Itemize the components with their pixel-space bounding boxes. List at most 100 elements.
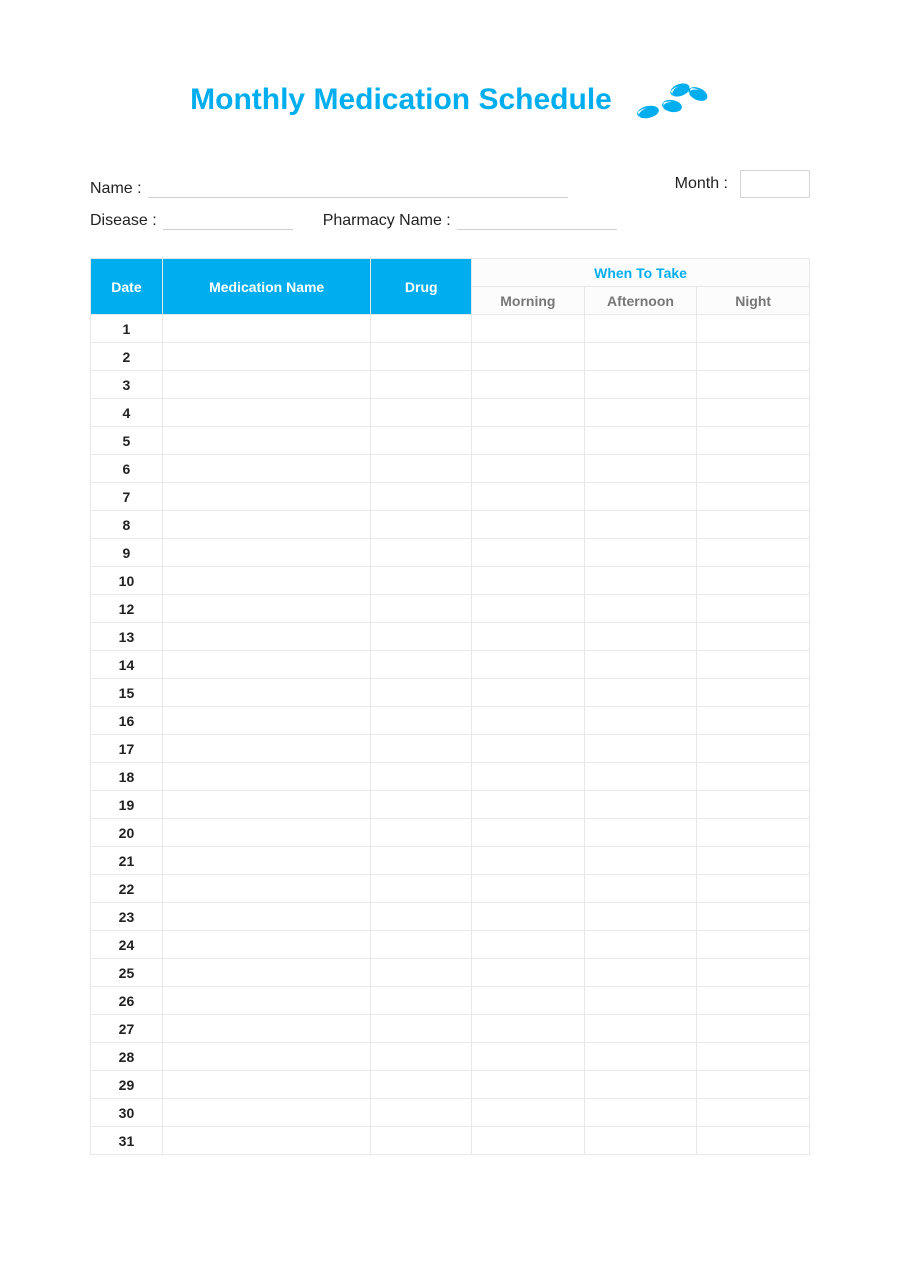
empty-cell[interactable]: [697, 343, 810, 371]
empty-cell[interactable]: [697, 1099, 810, 1127]
empty-cell[interactable]: [472, 511, 585, 539]
empty-cell[interactable]: [697, 315, 810, 343]
empty-cell[interactable]: [162, 1099, 371, 1127]
empty-cell[interactable]: [162, 343, 371, 371]
empty-cell[interactable]: [584, 931, 697, 959]
empty-cell[interactable]: [472, 455, 585, 483]
empty-cell[interactable]: [371, 1127, 472, 1155]
empty-cell[interactable]: [697, 539, 810, 567]
empty-cell[interactable]: [162, 1043, 371, 1071]
empty-cell[interactable]: [162, 623, 371, 651]
empty-cell[interactable]: [371, 343, 472, 371]
empty-cell[interactable]: [584, 427, 697, 455]
empty-cell[interactable]: [697, 427, 810, 455]
empty-cell[interactable]: [472, 567, 585, 595]
empty-cell[interactable]: [162, 651, 371, 679]
empty-cell[interactable]: [472, 987, 585, 1015]
empty-cell[interactable]: [472, 819, 585, 847]
empty-cell[interactable]: [697, 595, 810, 623]
empty-cell[interactable]: [371, 399, 472, 427]
empty-cell[interactable]: [697, 1127, 810, 1155]
empty-cell[interactable]: [162, 455, 371, 483]
empty-cell[interactable]: [371, 959, 472, 987]
empty-cell[interactable]: [584, 1071, 697, 1099]
empty-cell[interactable]: [584, 735, 697, 763]
empty-cell[interactable]: [472, 1071, 585, 1099]
empty-cell[interactable]: [697, 1071, 810, 1099]
empty-cell[interactable]: [371, 707, 472, 735]
empty-cell[interactable]: [472, 707, 585, 735]
empty-cell[interactable]: [697, 819, 810, 847]
empty-cell[interactable]: [584, 623, 697, 651]
empty-cell[interactable]: [162, 399, 371, 427]
empty-cell[interactable]: [162, 315, 371, 343]
empty-cell[interactable]: [371, 819, 472, 847]
empty-cell[interactable]: [472, 1099, 585, 1127]
empty-cell[interactable]: [584, 371, 697, 399]
empty-cell[interactable]: [584, 483, 697, 511]
empty-cell[interactable]: [371, 791, 472, 819]
empty-cell[interactable]: [371, 1071, 472, 1099]
empty-cell[interactable]: [697, 371, 810, 399]
empty-cell[interactable]: [162, 707, 371, 735]
empty-cell[interactable]: [371, 511, 472, 539]
empty-cell[interactable]: [162, 427, 371, 455]
empty-cell[interactable]: [162, 903, 371, 931]
empty-cell[interactable]: [472, 959, 585, 987]
empty-cell[interactable]: [371, 763, 472, 791]
empty-cell[interactable]: [697, 567, 810, 595]
empty-cell[interactable]: [371, 735, 472, 763]
empty-cell[interactable]: [584, 539, 697, 567]
empty-cell[interactable]: [697, 735, 810, 763]
empty-cell[interactable]: [371, 903, 472, 931]
empty-cell[interactable]: [584, 511, 697, 539]
pharmacy-input-line[interactable]: [457, 210, 617, 230]
empty-cell[interactable]: [371, 539, 472, 567]
empty-cell[interactable]: [697, 1043, 810, 1071]
empty-cell[interactable]: [697, 651, 810, 679]
empty-cell[interactable]: [162, 1071, 371, 1099]
empty-cell[interactable]: [697, 707, 810, 735]
empty-cell[interactable]: [584, 707, 697, 735]
empty-cell[interactable]: [162, 511, 371, 539]
empty-cell[interactable]: [697, 399, 810, 427]
empty-cell[interactable]: [472, 315, 585, 343]
empty-cell[interactable]: [584, 987, 697, 1015]
empty-cell[interactable]: [162, 1015, 371, 1043]
empty-cell[interactable]: [697, 959, 810, 987]
empty-cell[interactable]: [371, 623, 472, 651]
empty-cell[interactable]: [371, 1015, 472, 1043]
empty-cell[interactable]: [472, 595, 585, 623]
empty-cell[interactable]: [472, 903, 585, 931]
empty-cell[interactable]: [162, 567, 371, 595]
empty-cell[interactable]: [162, 595, 371, 623]
empty-cell[interactable]: [371, 931, 472, 959]
empty-cell[interactable]: [162, 959, 371, 987]
empty-cell[interactable]: [584, 595, 697, 623]
empty-cell[interactable]: [697, 623, 810, 651]
empty-cell[interactable]: [697, 679, 810, 707]
empty-cell[interactable]: [584, 679, 697, 707]
empty-cell[interactable]: [472, 623, 585, 651]
disease-input-line[interactable]: [163, 210, 293, 230]
empty-cell[interactable]: [584, 1043, 697, 1071]
empty-cell[interactable]: [584, 1015, 697, 1043]
empty-cell[interactable]: [584, 959, 697, 987]
empty-cell[interactable]: [472, 343, 585, 371]
empty-cell[interactable]: [697, 931, 810, 959]
empty-cell[interactable]: [371, 427, 472, 455]
empty-cell[interactable]: [472, 875, 585, 903]
empty-cell[interactable]: [472, 1127, 585, 1155]
empty-cell[interactable]: [371, 1043, 472, 1071]
empty-cell[interactable]: [371, 371, 472, 399]
empty-cell[interactable]: [162, 483, 371, 511]
empty-cell[interactable]: [162, 987, 371, 1015]
empty-cell[interactable]: [371, 875, 472, 903]
empty-cell[interactable]: [472, 651, 585, 679]
empty-cell[interactable]: [162, 791, 371, 819]
empty-cell[interactable]: [697, 763, 810, 791]
empty-cell[interactable]: [371, 595, 472, 623]
empty-cell[interactable]: [472, 763, 585, 791]
empty-cell[interactable]: [584, 819, 697, 847]
empty-cell[interactable]: [472, 735, 585, 763]
